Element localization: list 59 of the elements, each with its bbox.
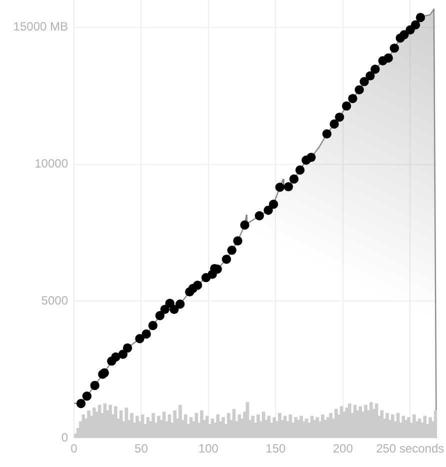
point	[233, 236, 242, 246]
point	[240, 220, 250, 230]
point	[268, 200, 278, 209]
x-tick-label: 250 seconds	[376, 442, 444, 456]
point	[295, 165, 305, 175]
point	[400, 30, 409, 40]
point	[227, 246, 236, 255]
bar	[173, 410, 177, 438]
point	[410, 20, 420, 30]
point	[122, 343, 132, 353]
point	[142, 329, 151, 339]
bar	[82, 414, 86, 438]
bar	[194, 413, 198, 438]
point	[284, 182, 294, 192]
point	[111, 352, 120, 362]
point	[192, 280, 202, 290]
point	[170, 304, 179, 314]
point	[322, 129, 332, 138]
point	[354, 85, 364, 94]
point	[264, 206, 273, 215]
point	[254, 211, 264, 220]
point	[370, 64, 380, 74]
point	[366, 71, 375, 80]
point	[135, 334, 144, 344]
point	[342, 101, 352, 111]
point	[155, 311, 165, 320]
point	[360, 76, 369, 86]
point	[90, 380, 100, 390]
point	[289, 174, 299, 184]
point	[76, 398, 86, 408]
x-tick-label: 0	[70, 442, 78, 456]
y-tick-label: 5000	[41, 293, 68, 308]
bar	[434, 410, 437, 438]
point	[148, 320, 158, 330]
x-tick-label: 50	[134, 442, 148, 456]
point	[118, 350, 128, 359]
bar	[216, 414, 220, 438]
point	[306, 152, 316, 162]
point	[348, 94, 358, 104]
bar	[130, 413, 134, 438]
point	[334, 112, 344, 122]
point	[222, 254, 232, 264]
point	[390, 44, 399, 53]
y-tick-label: 10000	[34, 156, 68, 171]
point	[160, 304, 170, 314]
bar	[152, 413, 155, 438]
y-tick-label: 15000 MB	[13, 20, 68, 34]
point	[384, 53, 393, 63]
point	[82, 392, 92, 401]
bar	[380, 410, 384, 438]
bar	[294, 417, 298, 438]
point	[275, 182, 284, 192]
x-tick-label: 150	[266, 442, 286, 456]
point	[175, 300, 185, 309]
y-tick-label: 0	[61, 430, 68, 444]
x-tick-label: 100	[198, 442, 219, 456]
point	[330, 119, 339, 129]
point	[416, 12, 426, 22]
x-tick-label: 200	[332, 442, 354, 456]
